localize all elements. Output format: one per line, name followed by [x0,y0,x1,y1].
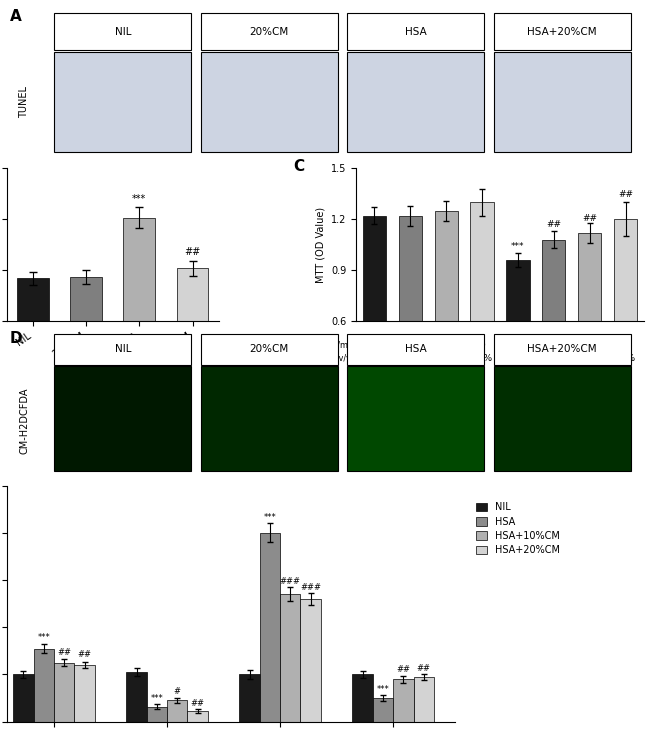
Text: ##: ## [185,247,201,257]
Text: ##: ## [190,699,205,708]
Bar [578,233,601,423]
FancyBboxPatch shape [201,52,338,152]
Text: 10%: 10% [400,354,421,363]
Text: 50%: 50% [616,354,636,363]
Bar [13,674,34,722]
Bar [614,219,637,423]
Text: 0: 0 [372,340,377,350]
Text: HSA: HSA [405,27,426,36]
Text: 0: 0 [515,354,521,363]
FancyBboxPatch shape [201,367,338,471]
Text: ***: *** [132,194,146,204]
FancyBboxPatch shape [494,52,630,152]
Text: ##: ## [396,666,410,674]
Text: 20%: 20% [436,354,456,363]
Text: HSA+20%CM: HSA+20%CM [527,27,597,36]
Bar [363,216,386,423]
Text: ###: ### [280,577,301,585]
Text: CM-H2DCFDA: CM-H2DCFDA [20,388,29,454]
Bar [542,240,566,423]
FancyBboxPatch shape [494,367,630,471]
Text: 10: 10 [584,340,595,350]
Text: D: D [10,331,22,346]
Text: ***: *** [376,685,389,694]
Text: 0: 0 [479,340,485,350]
FancyBboxPatch shape [347,367,484,471]
Text: 10: 10 [548,340,560,350]
Y-axis label: MTT (OD Value): MTT (OD Value) [316,206,326,283]
FancyBboxPatch shape [201,13,338,50]
FancyBboxPatch shape [494,13,630,50]
Text: ##: ## [546,220,562,230]
Text: #: # [174,687,181,696]
Bar [506,260,530,423]
FancyBboxPatch shape [54,13,191,50]
Text: NIL: NIL [114,27,131,36]
Bar [54,663,74,722]
Text: 10%: 10% [544,354,564,363]
Legend: NIL, HSA, HSA+10%CM, HSA+20%CM: NIL, HSA, HSA+10%CM, HSA+20%CM [476,502,560,555]
Bar [434,211,458,423]
Text: ##: ## [618,190,633,199]
Text: ***: *** [511,242,525,252]
Text: 50%: 50% [472,354,492,363]
Bar [373,698,393,722]
Text: 20%CM: 20%CM [250,344,289,354]
Bar [17,278,49,321]
Bar [280,594,300,722]
FancyBboxPatch shape [347,334,484,365]
Bar [398,216,422,423]
Bar [126,672,147,722]
Text: ##: ## [77,650,92,660]
Text: 0: 0 [443,340,449,350]
Bar [239,674,260,722]
FancyBboxPatch shape [201,334,338,365]
FancyBboxPatch shape [54,334,191,365]
FancyBboxPatch shape [54,52,191,152]
Text: A: A [10,9,21,24]
Text: 10: 10 [620,340,631,350]
Bar [352,674,373,722]
Text: ##: ## [582,214,597,222]
Text: HSA (mg/ml):: HSA (mg/ml): [302,340,356,350]
Text: HSA+20%CM: HSA+20%CM [527,344,597,354]
Bar [70,277,102,321]
Text: C: C [293,159,304,174]
Bar [413,677,434,722]
Bar [124,217,155,321]
Text: 0: 0 [408,340,413,350]
Bar [471,202,494,423]
FancyBboxPatch shape [347,52,484,152]
Text: iPSMSC-CM (v/v):: iPSMSC-CM (v/v): [288,354,356,363]
Text: 20%CM: 20%CM [250,27,289,36]
Bar [393,679,413,722]
Text: NIL: NIL [114,344,131,354]
Bar [187,712,208,722]
Text: ***: *** [151,694,163,703]
FancyBboxPatch shape [494,334,630,365]
Bar [177,268,209,321]
Bar [260,533,280,722]
Bar [167,701,187,722]
FancyBboxPatch shape [54,367,191,471]
Text: ##: ## [57,647,71,657]
Text: ##: ## [417,663,431,673]
Text: 10: 10 [512,340,524,350]
Text: HSA: HSA [405,344,426,354]
Bar [74,665,95,722]
Text: 0: 0 [372,354,377,363]
Text: ***: *** [38,634,50,642]
Bar [34,649,54,722]
Text: ***: *** [263,513,276,522]
Text: ###: ### [300,583,321,592]
Text: TUNEL: TUNEL [20,86,29,118]
Bar [300,599,321,722]
FancyBboxPatch shape [347,13,484,50]
Bar [147,706,167,722]
Text: 20%: 20% [580,354,600,363]
